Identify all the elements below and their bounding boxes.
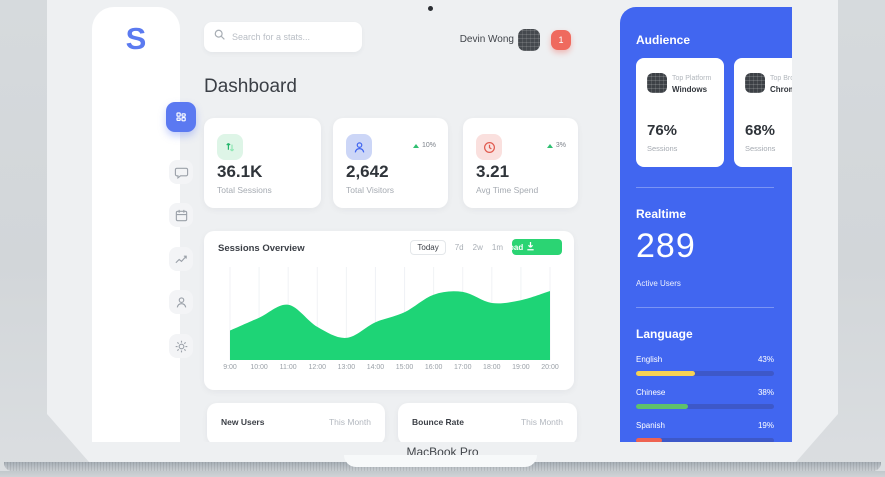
card-label: Sessions: [745, 144, 776, 153]
sessions-overview-title: Sessions Overview: [218, 243, 305, 254]
card-label: Sessions: [647, 144, 678, 153]
card-name: Windows: [672, 85, 708, 94]
sessions-chart: [204, 261, 574, 366]
card-period: This Month: [520, 417, 563, 427]
card-kicker: Top Browser: [770, 75, 791, 82]
stat-label: Total Sessions: [217, 185, 272, 195]
active-users-count: 289: [636, 227, 696, 265]
audience-panel: Audience Top Platform Windows 76% Sessio…: [620, 7, 792, 442]
x-tick-label: 18:00: [483, 364, 501, 371]
top-browser-card: Top Browser Chrome 68% Sessions: [734, 58, 792, 167]
filter-2w[interactable]: 2w: [472, 242, 483, 252]
active-users-label: Active Users: [636, 279, 681, 288]
stat-value: 2,642: [346, 162, 389, 181]
sidebar-item-users[interactable]: [169, 290, 193, 314]
chart-range-filters: Today 7d 2w 1m Download: [410, 239, 562, 255]
trend-up-icon: [413, 144, 419, 148]
download-icon: [526, 241, 535, 253]
card-title: Bounce Rate: [412, 417, 464, 427]
browser-thumbnail-icon: [745, 73, 765, 93]
card-title: New Users: [221, 417, 265, 427]
x-tick-label: 17:00: [453, 364, 472, 371]
realtime-title: Realtime: [636, 207, 687, 221]
page-title: Dashboard: [204, 76, 297, 97]
dashboard-grid-icon: [173, 109, 189, 125]
user-icon: [174, 295, 189, 310]
stat-delta: 3%: [547, 142, 566, 149]
filter-7d[interactable]: 7d: [454, 242, 464, 252]
search-bar: [204, 22, 362, 52]
audience-title: Audience: [636, 33, 691, 47]
calendar-icon: [174, 208, 189, 223]
user-avatar[interactable]: [518, 29, 540, 51]
x-tick-label: 14:00: [366, 364, 385, 371]
sidebar-item-calendar[interactable]: [169, 203, 193, 227]
sidebar-item-messages[interactable]: [169, 160, 193, 184]
platform-thumbnail-icon: [647, 73, 667, 93]
gear-icon: [174, 339, 189, 354]
visitors-user-icon: [346, 134, 372, 160]
sidebar-item-settings[interactable]: [169, 334, 193, 358]
lid-notch: [344, 455, 537, 467]
user-name: Devin Wong: [459, 34, 514, 45]
x-tick-label: 9:00: [223, 364, 237, 371]
stat-label: Avg Time Spend: [476, 185, 539, 195]
x-tick-label: 10:00: [250, 364, 268, 371]
filter-today[interactable]: Today: [410, 240, 445, 255]
time-clock-icon: [476, 134, 502, 160]
top-platform-card: Top Platform Windows 76% Sessions: [636, 58, 724, 167]
x-tick-label: 15:00: [395, 364, 414, 371]
webcam-dot: [428, 6, 433, 11]
sidebar: S: [92, 7, 180, 442]
dashboard-app: S: [47, 0, 838, 442]
divider: [636, 187, 774, 188]
filter-1m[interactable]: 1m: [491, 242, 503, 252]
card-period: This Month: [328, 417, 371, 427]
sessions-arrows-icon: [217, 134, 243, 160]
x-tick-label: 11:00: [279, 364, 297, 371]
new-users-card: New Users This Month: [207, 403, 385, 442]
card-value: 68%: [745, 122, 776, 139]
x-tick-label: 20:00: [541, 364, 559, 371]
language-bar: [636, 371, 774, 376]
laptop-base-edge: [0, 471, 885, 477]
stat-label: Total Visitors: [346, 185, 395, 195]
trend-line-icon: [174, 252, 189, 267]
app-logo: S: [125, 21, 147, 56]
trend-up-icon: [547, 144, 553, 148]
sidebar-item-dashboard[interactable]: [166, 102, 196, 132]
card-kicker: Top Platform: [672, 75, 712, 82]
x-tick-label: 16:00: [424, 364, 443, 371]
bounce-rate-card: Bounce Rate This Month: [398, 403, 577, 442]
card-name: Chrome: [770, 85, 789, 94]
stat-card-avg-time: 3% 3.21 Avg Time Spend: [463, 118, 578, 208]
notification-badge[interactable]: 1: [551, 30, 571, 50]
language-bar: [636, 438, 774, 442]
language-bar: [636, 404, 774, 409]
stat-delta: 10%: [413, 142, 436, 149]
divider: [636, 307, 774, 308]
search-icon: [213, 28, 226, 46]
stat-card-total-sessions: 36.1K Total Sessions: [204, 118, 321, 208]
x-tick-label: 12:00: [308, 364, 327, 371]
stat-value: 36.1K: [217, 162, 263, 181]
sessions-overview-card: Sessions Overview Today 7d 2w 1m Downloa…: [204, 231, 574, 390]
chat-bubble-icon: [174, 165, 189, 180]
x-tick-label: 13:00: [337, 364, 356, 371]
language-title: Language: [636, 327, 693, 341]
stat-value: 3.21: [476, 162, 510, 181]
download-button[interactable]: Download: [512, 239, 562, 255]
stat-card-total-visitors: 10% 2,642 Total Visitors: [333, 118, 448, 208]
laptop-screen: S: [47, 0, 838, 462]
sessions-area-chart: [204, 261, 574, 366]
sidebar-item-analytics[interactable]: [169, 247, 193, 271]
x-tick-label: 19:00: [512, 364, 530, 371]
card-value: 76%: [647, 122, 678, 139]
search-input[interactable]: [232, 32, 352, 42]
